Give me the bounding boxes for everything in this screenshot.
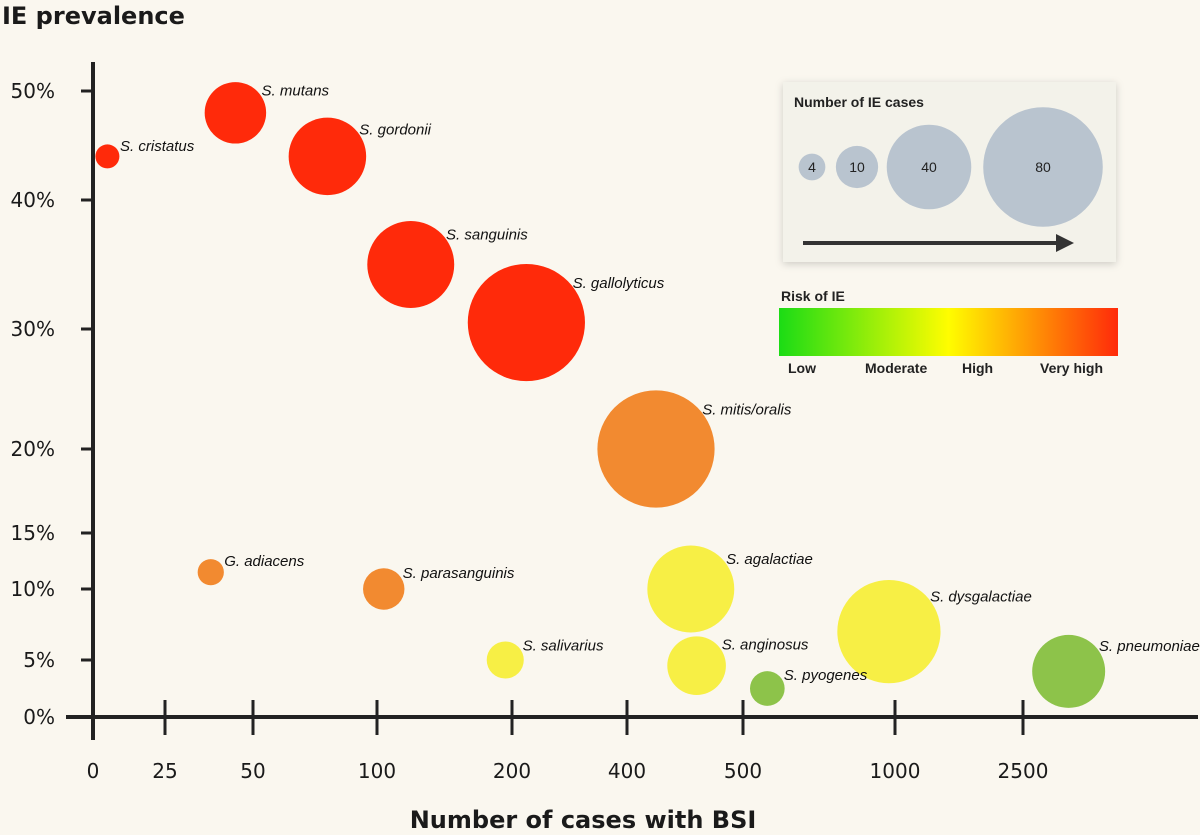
x-tick-label: 400 (608, 759, 646, 783)
x-axis-title: Number of cases with BSI (410, 806, 757, 834)
bubble (363, 568, 405, 610)
bubble (837, 580, 941, 684)
size-legend-circle (798, 153, 826, 181)
bubble (647, 545, 735, 633)
x-ticks: 0 25 50 100 200 400 500 1000 2500 (87, 700, 1049, 783)
bubble-label: S. pyogenes (784, 667, 868, 684)
risk-label-very-high: Very high (1040, 360, 1103, 376)
bubble-label: S. cristatus (120, 138, 195, 155)
size-legend-circle (835, 145, 879, 189)
risk-gradient-bar (779, 308, 1118, 356)
y-tick-label: 0% (23, 705, 55, 729)
risk-label-high: High (962, 360, 993, 376)
y-ticks: 0% 5% 10% 15% 20% 30% 40% 50% (11, 79, 93, 729)
x-tick-label: 2500 (998, 759, 1049, 783)
bubble (95, 144, 120, 169)
risk-label-moderate: Moderate (865, 360, 927, 376)
x-tick-label: 100 (358, 759, 396, 783)
size-legend-items: 4 10 40 80 (798, 107, 1103, 227)
bubble-label: S. anginosus (722, 637, 809, 654)
bubble-label: S. salivarius (523, 638, 604, 655)
bubble (367, 221, 455, 308)
risk-label-low: Low (788, 360, 816, 376)
bubble-label: S. gallolyticus (573, 275, 665, 292)
bubble-label: S. pneumoniae (1099, 638, 1200, 655)
risk-legend: Risk of IE Low Moderate High Very high (779, 288, 1118, 376)
bubble-label: S. mitis/oralis (702, 402, 792, 419)
x-tick-label: 500 (724, 759, 762, 783)
x-tick-label: 200 (493, 759, 531, 783)
bubble (667, 636, 726, 696)
size-legend-value: 10 (849, 159, 865, 175)
x-tick-label: 1000 (870, 759, 921, 783)
bubble (1032, 634, 1106, 708)
bubble-label: S. sanguinis (446, 227, 528, 244)
size-legend-value: 80 (1035, 159, 1051, 175)
size-legend: Number of IE cases 4 10 40 80 (783, 82, 1116, 262)
y-tick-label: 10% (11, 577, 55, 601)
size-legend-value: 40 (921, 159, 937, 175)
x-tick-label: 0 (87, 759, 100, 783)
risk-legend-title: Risk of IE (781, 288, 845, 304)
bubble (467, 263, 585, 382)
y-tick-label: 20% (11, 437, 55, 461)
y-tick-label: 40% (11, 188, 55, 212)
x-tick-label: 25 (152, 759, 177, 783)
bubble (486, 641, 524, 679)
size-legend-value: 4 (808, 159, 816, 175)
y-axis-title: IE prevalence (2, 2, 185, 30)
bubbles: S. cristatus S. mutans S. gordonii S. sangu… (95, 82, 1200, 708)
size-legend-title: Number of IE cases (794, 94, 924, 110)
bubble (288, 117, 367, 196)
x-tick-label: 50 (240, 759, 265, 783)
bubble-label: S. mutans (262, 83, 330, 100)
y-tick-label: 30% (11, 317, 55, 341)
bubble (197, 559, 224, 586)
bubble (204, 82, 267, 144)
y-tick-label: 15% (11, 521, 55, 545)
size-legend-circle (983, 107, 1103, 227)
y-tick-label: 5% (23, 648, 55, 672)
arrow-right-icon (1056, 234, 1074, 252)
bubble (749, 671, 785, 706)
bubble-label: S. gordonii (359, 121, 431, 138)
size-legend-circle (886, 124, 972, 210)
bubble-label: S. parasanguinis (403, 565, 515, 582)
y-tick-label: 50% (11, 79, 55, 103)
bubble-label: S. agalactiae (726, 551, 813, 568)
bubble-label: S. dysgalactiae (930, 589, 1032, 606)
bubble (597, 390, 715, 508)
bubble-label: G. adiacens (224, 553, 305, 570)
